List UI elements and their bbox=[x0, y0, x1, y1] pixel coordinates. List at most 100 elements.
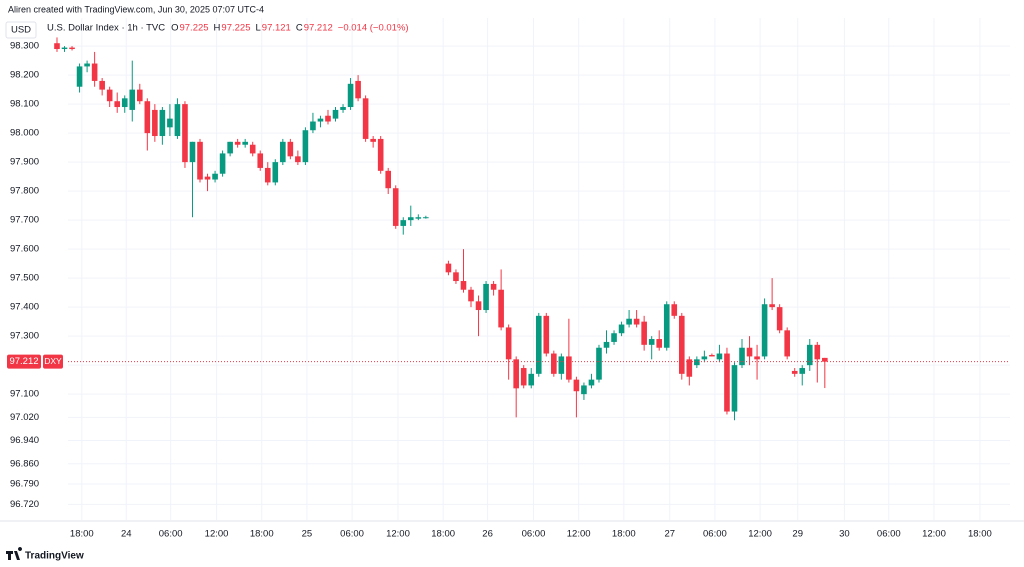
candle-body bbox=[355, 80, 361, 99]
candle-body bbox=[709, 354, 715, 357]
candle-body bbox=[114, 101, 121, 108]
candle-body bbox=[475, 301, 482, 311]
grid-layer bbox=[68, 18, 1010, 520]
x-tick-label: 06:00 bbox=[522, 529, 546, 540]
candle-body bbox=[618, 324, 625, 334]
x-tick-label: 06:00 bbox=[159, 529, 183, 540]
x-tick-label: 29 bbox=[792, 529, 803, 540]
candle-body bbox=[159, 109, 166, 137]
candle-body bbox=[302, 130, 309, 163]
candle-body bbox=[370, 138, 376, 142]
candle-body bbox=[167, 118, 173, 128]
candle-body bbox=[701, 356, 708, 360]
candle-body bbox=[739, 347, 745, 366]
candle-body bbox=[822, 357, 828, 362]
y-tick-label: 98.100 bbox=[10, 99, 39, 110]
candle-body bbox=[528, 373, 535, 386]
legend-field-value: 97.225 bbox=[221, 23, 250, 34]
x-tick-label: 27 bbox=[664, 529, 675, 540]
candle-body bbox=[468, 289, 474, 302]
candle-body bbox=[611, 333, 617, 342]
ohlc-legend: O 97.225 H 97.225 L 97.121 C 97.212 −0.014 (−0.0… bbox=[171, 23, 408, 34]
legend-field-value: 97.212 bbox=[304, 23, 333, 34]
candle-body bbox=[415, 217, 422, 219]
candle-body bbox=[716, 353, 723, 360]
x-tick-label: 18:00 bbox=[612, 529, 636, 540]
candle-body bbox=[656, 339, 663, 348]
symbol-line: U.S. Dollar Index · 1h · TVC bbox=[47, 23, 165, 34]
candle-body bbox=[558, 356, 565, 374]
x-tick-label: 18:00 bbox=[250, 529, 274, 540]
y-tick-label: 97.900 bbox=[10, 157, 39, 168]
candle-body bbox=[784, 330, 790, 357]
candle-body bbox=[453, 272, 459, 282]
candle-body bbox=[806, 344, 813, 366]
candle-body bbox=[731, 365, 738, 412]
candle-body bbox=[761, 304, 768, 357]
candle-body bbox=[317, 118, 324, 122]
y-tick-label: 97.800 bbox=[10, 186, 39, 197]
candle-body bbox=[407, 217, 414, 221]
candle-body bbox=[144, 101, 151, 134]
candle-body bbox=[686, 359, 693, 377]
brand: TradingView bbox=[25, 551, 84, 562]
footer: TradingView bbox=[6, 547, 84, 562]
candle-body bbox=[641, 321, 647, 345]
y-tick-label: 97.400 bbox=[10, 302, 39, 313]
y-tick-label: 97.500 bbox=[10, 273, 39, 284]
legend-field-value: 97.225 bbox=[179, 23, 208, 34]
x-tick-label: 30 bbox=[839, 529, 850, 540]
y-tick-label: 98.000 bbox=[10, 128, 39, 139]
candle-body bbox=[520, 368, 527, 386]
legend-field-label: L bbox=[255, 23, 260, 34]
x-tick-label: 06:00 bbox=[877, 529, 901, 540]
currency: USD bbox=[11, 25, 31, 36]
candle-body bbox=[234, 141, 241, 145]
y-tick-label: 96.860 bbox=[10, 458, 39, 469]
x-tick-label: 12:00 bbox=[748, 529, 772, 540]
candle-body bbox=[332, 109, 339, 119]
candle-body bbox=[287, 141, 294, 157]
candle-body bbox=[84, 63, 90, 67]
candle-body bbox=[242, 141, 248, 145]
header: Aliren created with TradingView.com, Jun… bbox=[8, 4, 264, 14]
candle-body bbox=[392, 188, 399, 226]
candle-body bbox=[106, 89, 113, 102]
candle-body bbox=[551, 353, 557, 374]
y-tick-label: 97.600 bbox=[10, 244, 39, 255]
last-price-box bbox=[7, 354, 41, 369]
candle-body bbox=[596, 347, 602, 380]
candle-body bbox=[724, 353, 730, 412]
brand-logo bbox=[6, 547, 23, 560]
y-tick-label: 97.020 bbox=[10, 412, 39, 423]
candle-body bbox=[573, 379, 580, 392]
candle-body bbox=[99, 80, 105, 90]
candle-body bbox=[791, 370, 798, 374]
candle-body bbox=[340, 107, 346, 110]
candle-body bbox=[362, 98, 369, 139]
x-tick-label: 12:00 bbox=[205, 529, 229, 540]
candle-body bbox=[136, 89, 143, 102]
candle-body bbox=[377, 138, 384, 171]
candle-body bbox=[91, 63, 98, 81]
x-tick-label: 12:00 bbox=[567, 529, 591, 540]
candle-body bbox=[746, 347, 753, 357]
candle-body bbox=[310, 121, 316, 131]
y-tick-label: 96.940 bbox=[10, 435, 39, 446]
y-tick-label: 97.300 bbox=[10, 331, 39, 342]
legend-change: −0.014 (−0.01%) bbox=[338, 23, 409, 34]
y-tick-label: 96.720 bbox=[10, 499, 39, 510]
candle-body bbox=[671, 304, 678, 316]
x-tick-label: 18:00 bbox=[968, 529, 992, 540]
candle-body bbox=[588, 379, 595, 386]
candle-body bbox=[295, 156, 301, 163]
candle-body bbox=[257, 153, 264, 168]
candle-body bbox=[249, 144, 256, 154]
last-price-label: 97.212 bbox=[9, 356, 38, 367]
x-tick-label: 12:00 bbox=[922, 529, 946, 540]
x-tick-label: 18:00 bbox=[431, 529, 455, 540]
candle-body bbox=[54, 43, 60, 50]
candle-body bbox=[769, 304, 775, 308]
candle-body bbox=[219, 153, 226, 174]
candle-body bbox=[460, 281, 467, 290]
